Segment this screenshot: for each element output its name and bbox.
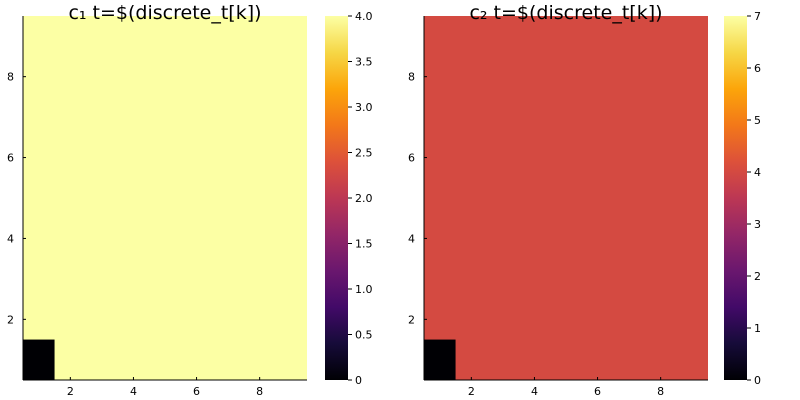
colorbar-tick-label: 6 — [754, 62, 761, 75]
x-tick-label: 6 — [193, 385, 200, 398]
colorbar-tick-label: 4 — [754, 166, 761, 179]
x-tick-label: 4 — [130, 385, 137, 398]
colorbar-tick-label: 5 — [754, 114, 761, 127]
x-tick-label: 8 — [657, 385, 664, 398]
x-tick-label: 6 — [594, 385, 601, 398]
chart-title-2: c₂ t=$(discrete_t[k]) — [469, 2, 662, 24]
heatmap-field-2 — [424, 16, 708, 380]
colorbar-1 — [325, 16, 348, 380]
colorbar-tick-label: 2.0 — [355, 192, 373, 205]
x-tick-label: 2 — [67, 385, 74, 398]
chart-title-1: c₁ t=$(discrete_t[k]) — [68, 2, 261, 24]
y-tick-label: 6 — [7, 152, 14, 165]
colorbar-tick-label: 3 — [754, 218, 761, 231]
x-tick-label: 2 — [468, 385, 475, 398]
colorbar-tick-label: 2 — [754, 270, 761, 283]
y-tick-label: 4 — [408, 232, 415, 245]
colorbar-tick-label: 0 — [355, 374, 362, 387]
colorbar-tick-label: 3.0 — [355, 101, 373, 114]
colorbar-tick-label: 1.0 — [355, 283, 373, 296]
heatmap-field-1 — [23, 16, 307, 380]
colorbar-tick-label: 0.5 — [355, 329, 373, 342]
y-tick-label: 2 — [408, 313, 415, 326]
colorbar-tick-label: 2.5 — [355, 147, 373, 160]
colorbar-tick-label: 0 — [754, 374, 761, 387]
y-tick-label: 8 — [7, 71, 14, 84]
colorbar-tick-label: 7 — [754, 10, 761, 23]
y-tick-label: 4 — [7, 232, 14, 245]
heatmap-cell-1-1 — [23, 339, 55, 380]
heatmap-cell-2-1 — [424, 339, 456, 380]
colorbar-tick-label: 1 — [754, 322, 761, 335]
colorbar-tick-label: 4.0 — [355, 10, 373, 23]
y-tick-label: 8 — [408, 71, 415, 84]
x-tick-label: 4 — [531, 385, 538, 398]
x-tick-label: 8 — [256, 385, 263, 398]
colorbar-tick-label: 1.5 — [355, 238, 373, 251]
colorbar-2 — [724, 16, 747, 380]
y-tick-label: 2 — [7, 313, 14, 326]
y-tick-label: 6 — [408, 152, 415, 165]
colorbar-tick-label: 3.5 — [355, 56, 373, 69]
